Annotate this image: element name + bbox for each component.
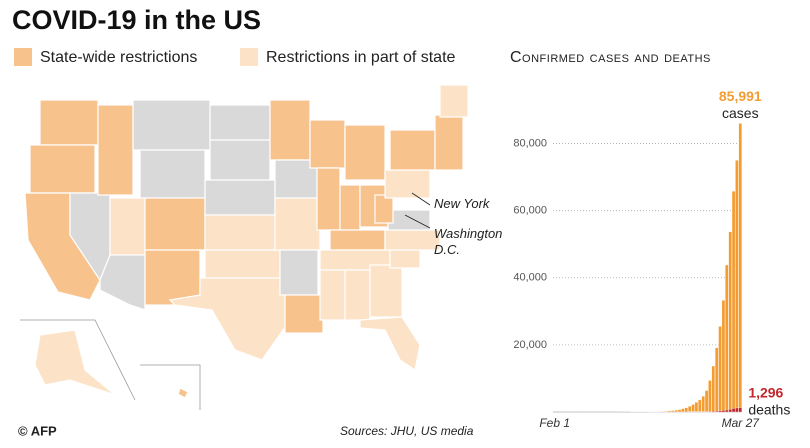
y-tick-label: 60,000 (513, 205, 547, 217)
state (374, 194, 394, 224)
state (339, 184, 361, 231)
state (316, 167, 341, 231)
state (34, 329, 116, 396)
bar (711, 365, 715, 413)
bar (711, 411, 715, 413)
state (204, 249, 281, 279)
x-tick-label: Feb 1 (539, 416, 570, 430)
bar (701, 396, 705, 413)
state (144, 197, 206, 251)
state (97, 104, 134, 196)
state (99, 254, 146, 311)
state (279, 249, 319, 296)
bar (731, 408, 736, 413)
bar (715, 347, 719, 413)
state (274, 197, 321, 251)
state (384, 229, 441, 251)
bar (728, 231, 732, 413)
map-annotation: Washington D.C. (434, 226, 503, 257)
bar (718, 326, 722, 413)
state (309, 119, 346, 169)
bar (735, 407, 739, 413)
bar (718, 410, 722, 413)
bar (731, 191, 736, 413)
source: Sources: JHU, US media (340, 424, 474, 438)
us-map (20, 84, 469, 410)
leader-line (404, 214, 431, 229)
credit: © AFP (18, 423, 57, 438)
value-label: 85,991 (719, 88, 762, 104)
state (359, 316, 421, 371)
state (269, 99, 311, 161)
y-tick-label: 40,000 (513, 272, 547, 284)
state (344, 124, 386, 181)
bar (674, 409, 678, 413)
state (209, 139, 271, 181)
state (204, 214, 276, 251)
bar (721, 410, 726, 413)
value-label: 1,296 (748, 385, 783, 401)
state (29, 144, 96, 194)
legend-label: State-wide restrictions (40, 49, 197, 66)
bar (704, 390, 709, 413)
state (319, 269, 346, 321)
bar (738, 407, 742, 413)
y-tick-label: 20,000 (513, 339, 547, 351)
state (344, 269, 371, 321)
bar (688, 406, 692, 413)
state (139, 149, 206, 199)
state (389, 249, 421, 269)
state (204, 179, 276, 216)
state (284, 294, 324, 334)
state (177, 387, 189, 399)
bar (725, 409, 729, 413)
state (384, 169, 431, 199)
bar (735, 160, 739, 413)
state (389, 129, 436, 171)
bar (677, 409, 682, 413)
legend-label: Restrictions in part of state (266, 49, 456, 66)
bar (708, 380, 712, 413)
bar (721, 300, 726, 413)
legend-swatch (240, 48, 258, 66)
bar (684, 407, 688, 413)
state (39, 99, 99, 146)
bar (694, 402, 699, 413)
series-label: cases (722, 105, 759, 121)
state (109, 197, 146, 256)
state (132, 99, 211, 151)
bar (715, 410, 719, 413)
state (144, 249, 201, 306)
bar-chart: 20,000 40,000 60,000 80,000 Feb 1 Mar 27 85,99… (513, 88, 790, 430)
y-tick-label: 80,000 (513, 137, 547, 149)
legend-swatch (14, 48, 32, 66)
inset-frame (20, 319, 201, 410)
state (434, 114, 464, 171)
chart-title: Confirmed cases and deaths (510, 49, 711, 66)
x-tick-label: Mar 27 (722, 416, 761, 430)
page-title: COVID-19 in the US (12, 5, 261, 35)
state (209, 104, 271, 141)
series-label: deaths (748, 402, 790, 418)
bar (681, 408, 685, 413)
map-annotation: New York (434, 196, 490, 211)
bar (738, 123, 742, 413)
bar (671, 410, 675, 413)
state (439, 84, 469, 118)
leader-line (411, 192, 431, 206)
bar (698, 399, 702, 413)
bar (691, 404, 695, 413)
state (329, 229, 386, 251)
state (369, 264, 403, 318)
bar (728, 409, 732, 413)
state (387, 209, 431, 231)
bar (725, 264, 729, 413)
